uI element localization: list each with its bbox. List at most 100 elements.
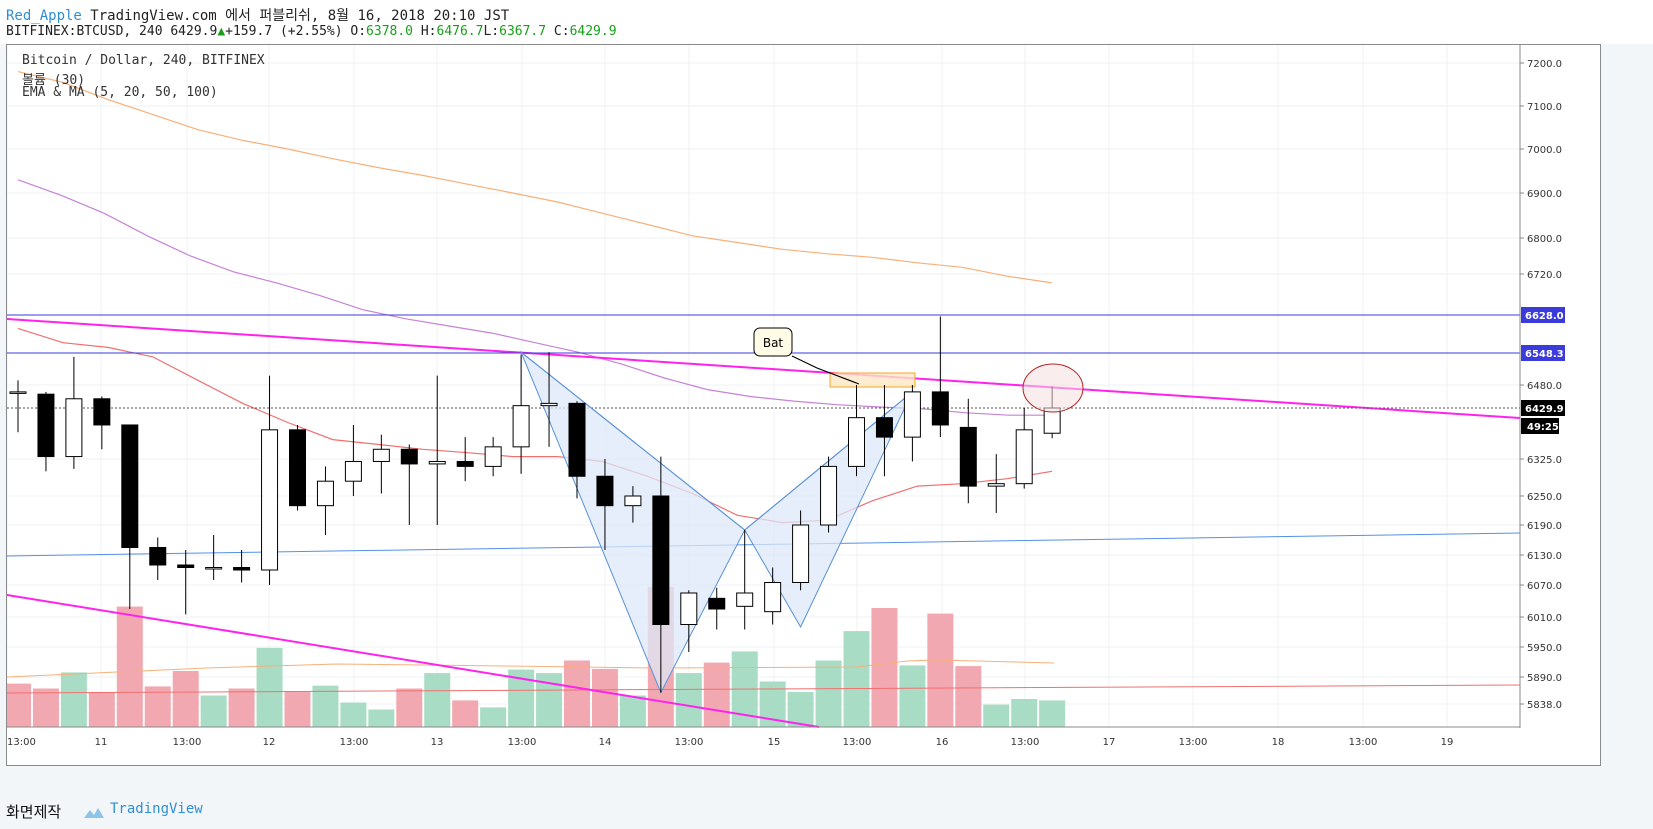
countdown-label: 49:25: [1527, 422, 1559, 433]
volume-bar: [871, 608, 898, 727]
price-tick-label: 6190.0: [1527, 521, 1562, 532]
candle-body: [400, 448, 418, 465]
candle-body: [568, 402, 586, 477]
price-tick-label: 6480.0: [1527, 381, 1562, 392]
volume-bar: [899, 665, 926, 727]
volume-bar: [424, 673, 451, 727]
long-ma-line: [7, 684, 1521, 694]
time-tick-label: 13:00: [508, 737, 537, 748]
time-tick-label: 13:00: [340, 737, 369, 748]
candle-body: [289, 429, 306, 507]
ma-purple-line: [17, 179, 1053, 416]
volume-bar: [1039, 700, 1066, 727]
last-price-tag: [1521, 400, 1565, 416]
price-tick-label: 5838.0: [1527, 700, 1562, 711]
time-tick-label: 13:00: [7, 737, 36, 748]
time-tick-label: 13:00: [173, 737, 202, 748]
volume-bar: [843, 631, 870, 727]
volume-bar: [88, 692, 115, 727]
bat-pattern-xb-line: [520, 351, 746, 531]
volume-bar: [703, 662, 730, 727]
volume-bar: [396, 688, 423, 727]
candle-body: [931, 391, 949, 426]
candle-body: [205, 567, 223, 570]
volume-bar: [983, 704, 1010, 727]
chart-legend-title: Bitcoin / Dollar, 240, BITFINEX: [22, 53, 265, 68]
volume-bar: [256, 647, 283, 727]
open-label: O:: [350, 24, 367, 39]
ma-legend: EMA & MA (5, 20, 50, 100): [22, 85, 218, 100]
candlestick-chart[interactable]: Bat 7200.0 7100.0 7000.0 6900.0 6800.0 6720.0 6…: [7, 45, 1602, 767]
up-arrow-icon: ▲: [217, 24, 226, 39]
candle-body: [93, 398, 111, 426]
candle-body: [512, 405, 530, 448]
level-price-label: 6628.0: [1525, 311, 1564, 322]
time-tick-label: 13: [431, 737, 444, 748]
candle-body: [9, 391, 27, 394]
candle-body: [987, 483, 1005, 487]
candle-body: [37, 393, 55, 458]
candle-body: [903, 391, 921, 438]
low-value: 6367.7: [499, 24, 547, 39]
candle-body: [233, 567, 251, 571]
highlight-ellipse: [1022, 363, 1084, 413]
resistance-trendline: [7, 318, 1521, 419]
candle-body: [65, 398, 83, 458]
price-tick-label: 6800.0: [1527, 234, 1562, 245]
candle-body: [596, 475, 614, 507]
volume-bar: [228, 688, 255, 727]
ema-orange-line: [17, 71, 1053, 284]
bat-callout-pointer: [791, 355, 860, 385]
price-tick-label: 5950.0: [1527, 643, 1562, 654]
volume-bar: [144, 686, 171, 727]
price-tick-label: 6900.0: [1527, 189, 1562, 200]
candle-body: [1015, 429, 1033, 485]
time-tick-label: 16: [936, 737, 949, 748]
close-value: 6429.9: [569, 24, 617, 39]
volume-bar: [172, 671, 199, 727]
time-tick-label: 13:00: [1179, 737, 1208, 748]
volume-bar: [368, 709, 395, 727]
candle-body: [792, 524, 810, 583]
candle-body: [820, 465, 838, 526]
price-tick-label: 6325.0: [1527, 455, 1562, 466]
time-tick-label: 14: [599, 737, 612, 748]
volume-bar: [927, 613, 954, 727]
candle-body: [624, 495, 642, 507]
prz-box: [829, 372, 916, 388]
volume-bar: [116, 606, 143, 727]
chart-panel[interactable]: Bat 7200.0 7100.0 7000.0 6900.0 6800.0 6720.0 6…: [6, 44, 1601, 766]
volume-bar: [1011, 699, 1038, 727]
time-tick-label: 13:00: [675, 737, 704, 748]
countdown-tag: [1521, 418, 1559, 434]
candle-body: [680, 592, 698, 625]
time-tick-label: 11: [95, 737, 108, 748]
volume-bar: [787, 692, 814, 727]
time-tick-label: 15: [768, 737, 781, 748]
bat-callout-box: [753, 327, 793, 357]
footer-brand[interactable]: TradingView: [110, 801, 203, 817]
time-tick-label: 13:00: [1011, 737, 1040, 748]
username-link[interactable]: Red_Apple: [6, 8, 82, 24]
volume-bar: [955, 666, 982, 727]
time-tick-label: 13:00: [843, 737, 872, 748]
time-tick-label: 13:00: [1349, 737, 1378, 748]
time-tick-label: 12: [263, 737, 276, 748]
candle-body: [428, 460, 446, 465]
candle-body: [456, 460, 474, 467]
candle-body: [121, 424, 139, 548]
level-price-label: 6548.3: [1525, 349, 1564, 360]
candle-body: [959, 426, 977, 487]
volume-bar: [32, 688, 59, 727]
tradingview-logo-icon: [84, 808, 104, 818]
candle-body: [875, 417, 893, 438]
volume-bar: [312, 685, 339, 727]
candle-body: [764, 582, 782, 613]
price-tick-label: 7200.0: [1527, 59, 1562, 70]
ema-red-line: [17, 327, 1053, 524]
price-tick-label: 5890.0: [1527, 673, 1562, 684]
candle-body: [652, 495, 670, 625]
volume-bar: [619, 695, 646, 727]
volume-bar: [564, 660, 590, 727]
symbol-price: BITFINEX:BTCUSD, 240 6429.9: [6, 24, 218, 39]
